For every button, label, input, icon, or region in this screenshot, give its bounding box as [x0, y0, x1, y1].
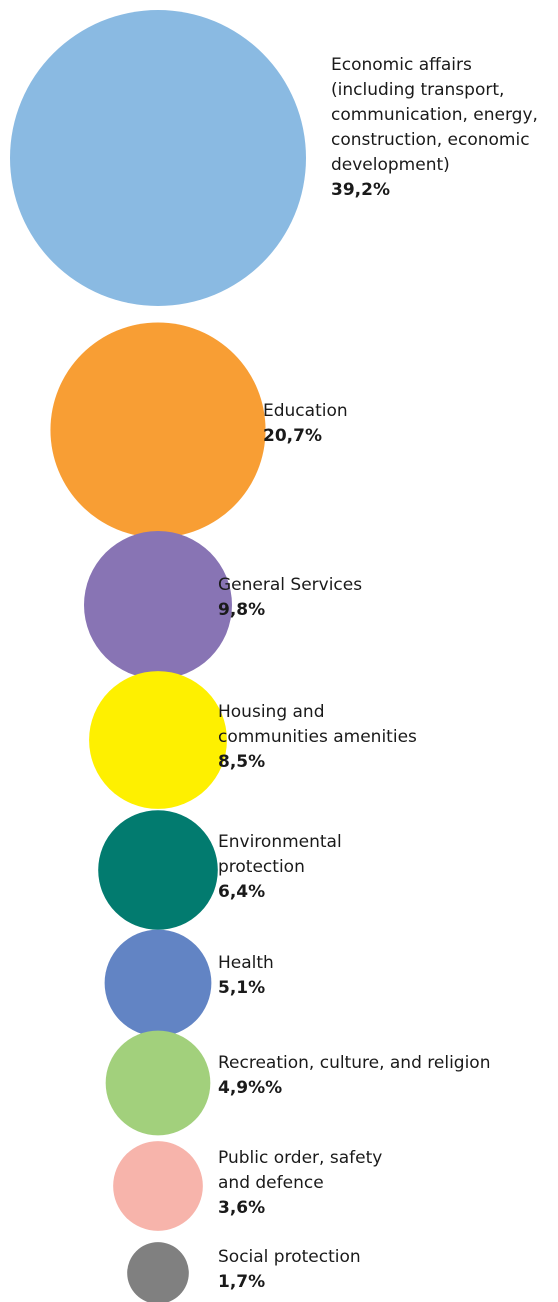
bubble-label-economic-affairs: Economic affairs (including transport, c… — [331, 53, 556, 203]
bubble-label-social-protection: Social protection 1,7% — [218, 1245, 518, 1295]
category-label: Public order, safety and defence — [218, 1148, 383, 1193]
bubble-housing-and — [89, 671, 227, 809]
bubble-general-services — [84, 531, 232, 679]
value-label: 8,5% — [218, 752, 266, 772]
bubble-label-health: Health 5,1% — [218, 951, 518, 1001]
category-label: General Services — [218, 575, 363, 595]
bubble-public-order-safety — [113, 1141, 203, 1231]
bubble-label-housing: Housing and communities amenities 8,5% — [218, 700, 518, 775]
bubble-label-recreation: Recreation, culture, and religion 4,9%% — [218, 1051, 538, 1101]
value-label: 39,2% — [331, 180, 390, 200]
bubble-environmental — [98, 810, 218, 930]
category-label: Social protection — [218, 1247, 361, 1267]
value-label: 20,7% — [263, 426, 322, 446]
category-label: Recreation, culture, and religion — [218, 1053, 491, 1073]
bubble-economic-affairs — [10, 10, 306, 306]
category-label: Education — [263, 401, 348, 421]
value-label: 5,1% — [218, 978, 266, 998]
category-label: Environmental protection — [218, 832, 342, 877]
bubble-label-environmental-protection: Environmental protection 6,4% — [218, 830, 518, 905]
category-label: Housing and communities amenities — [218, 702, 417, 747]
bubble-education — [50, 322, 266, 538]
value-label: 9,8% — [218, 600, 266, 620]
bubble-recreation-culture-and-religion — [105, 1030, 211, 1136]
value-label: 3,6% — [218, 1198, 266, 1218]
bubble-label-general-services: General Services 9,8% — [218, 573, 518, 623]
bubble-label-public-order: Public order, safety and defence 3,6% — [218, 1146, 518, 1221]
bubble-social-protection — [127, 1242, 189, 1302]
category-label: Economic affairs (including transport, c… — [331, 55, 538, 175]
value-label: 4,9%% — [218, 1078, 283, 1098]
value-label: 1,7% — [218, 1272, 266, 1292]
value-label: 6,4% — [218, 882, 266, 902]
bubble-health — [104, 929, 212, 1037]
category-label: Health — [218, 953, 274, 973]
bubble-label-education: Education 20,7% — [263, 399, 483, 449]
